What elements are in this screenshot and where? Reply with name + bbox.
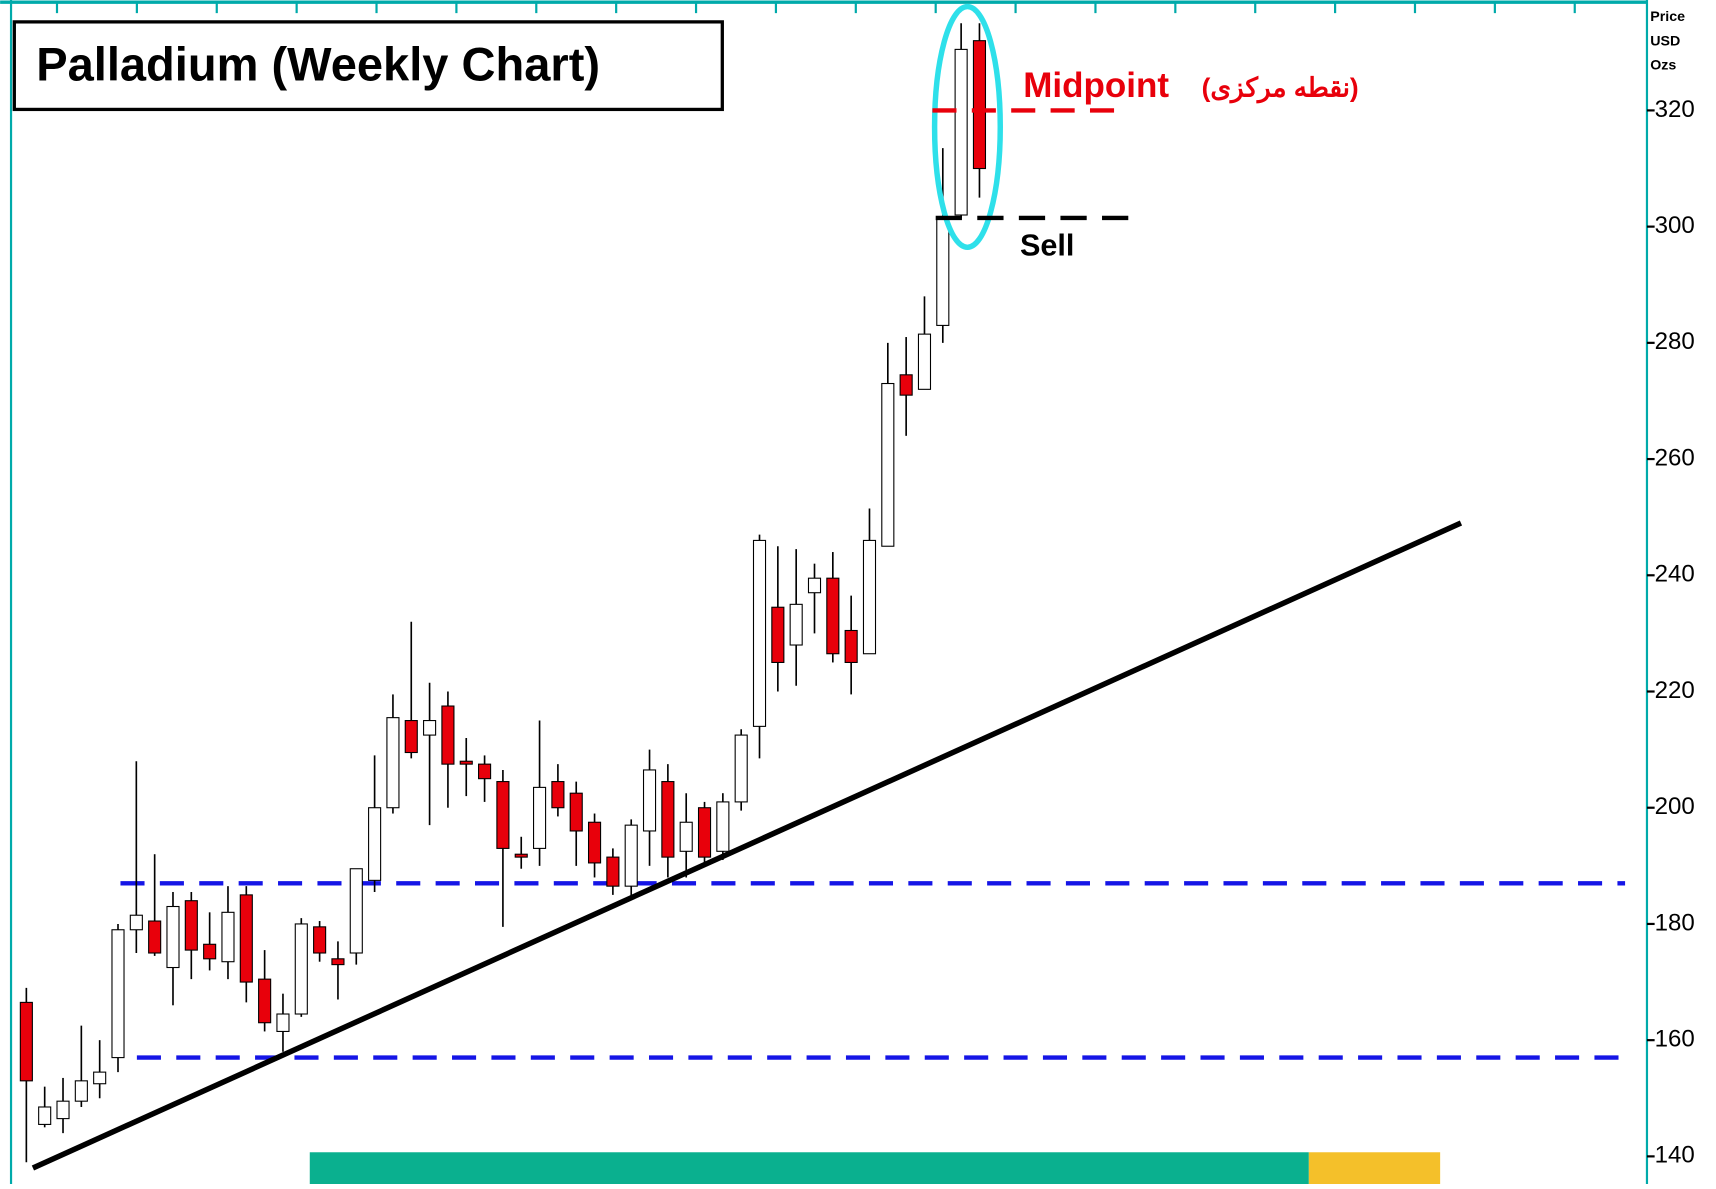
candle-body (734, 734, 748, 803)
midpoint-note: (نقطه مرکزی) (1202, 73, 1359, 104)
candle-body (19, 1001, 33, 1082)
candle-body (423, 720, 437, 736)
midpoint-label: Midpoint (1023, 66, 1169, 105)
candle-body (954, 48, 968, 216)
candle-body (881, 382, 895, 547)
candle-body (752, 539, 767, 727)
candle-body (771, 606, 785, 663)
highlight-ellipse (931, 3, 1003, 251)
candle-body (111, 929, 125, 1059)
candle-body (276, 1013, 290, 1032)
y-tick-label: 280 (1655, 328, 1695, 355)
candle-body (349, 868, 363, 954)
y-tick-label: 300 (1655, 212, 1695, 239)
candle-body (551, 781, 565, 809)
candle-body (844, 629, 858, 663)
candle-body (606, 856, 620, 887)
candle-body (239, 894, 253, 983)
banner-accent (1308, 1152, 1441, 1184)
candle-body (972, 40, 987, 170)
candle-body (184, 900, 198, 951)
y-tick-label: 260 (1655, 444, 1695, 471)
candle-body (789, 603, 803, 646)
y-tick-label: 200 (1655, 793, 1695, 820)
candle-body (38, 1106, 52, 1125)
candle-body (936, 217, 950, 326)
candle-body (533, 786, 547, 849)
candle-body (313, 926, 327, 954)
candle-body (496, 781, 510, 849)
candle-body (166, 905, 180, 969)
y-tick-label: 180 (1655, 909, 1695, 936)
candle-body (624, 824, 638, 887)
candle-body (807, 577, 822, 594)
y-tick-label: 140 (1655, 1142, 1695, 1169)
candle-body (826, 577, 840, 655)
candle-body (368, 807, 382, 881)
y-tick-label: 240 (1655, 561, 1695, 588)
y-tick-label: 220 (1655, 677, 1695, 704)
candle-body (203, 943, 217, 960)
sell-label: Sell (1020, 228, 1074, 262)
axis-label: Ozs (1650, 57, 1676, 73)
candle-body (697, 807, 712, 858)
axis-label: Price (1650, 9, 1685, 25)
candle-body (258, 978, 272, 1024)
candle-body (56, 1100, 70, 1120)
trend-line (31, 520, 1463, 1171)
candle-body (569, 792, 583, 832)
candle-body (679, 821, 693, 852)
candle-body (331, 958, 345, 966)
banner (309, 1152, 1309, 1184)
candle-body (917, 333, 932, 390)
title-box (12, 20, 724, 112)
candle-body (642, 769, 657, 832)
candle-body (74, 1080, 88, 1102)
y-tick-label: 160 (1655, 1026, 1695, 1053)
candle-body (661, 781, 675, 858)
chart-title: Palladium (Weekly Chart) (36, 37, 600, 90)
candle-body (587, 821, 602, 864)
candle-body (294, 923, 308, 1015)
candle-body (93, 1071, 107, 1085)
candle-body (716, 801, 730, 852)
candle-body (221, 911, 235, 963)
candle-body (441, 705, 455, 765)
candle-body (862, 539, 877, 655)
candle-body (514, 853, 528, 858)
candle-body (148, 920, 162, 954)
candle-body (129, 914, 143, 931)
y-tick-label: 320 (1655, 96, 1695, 123)
candle-body (478, 763, 492, 780)
candle-body (459, 760, 473, 765)
axis-label: USD (1650, 33, 1680, 49)
candle-body (899, 374, 913, 396)
candle-body (404, 720, 418, 754)
candle-body (386, 717, 400, 809)
